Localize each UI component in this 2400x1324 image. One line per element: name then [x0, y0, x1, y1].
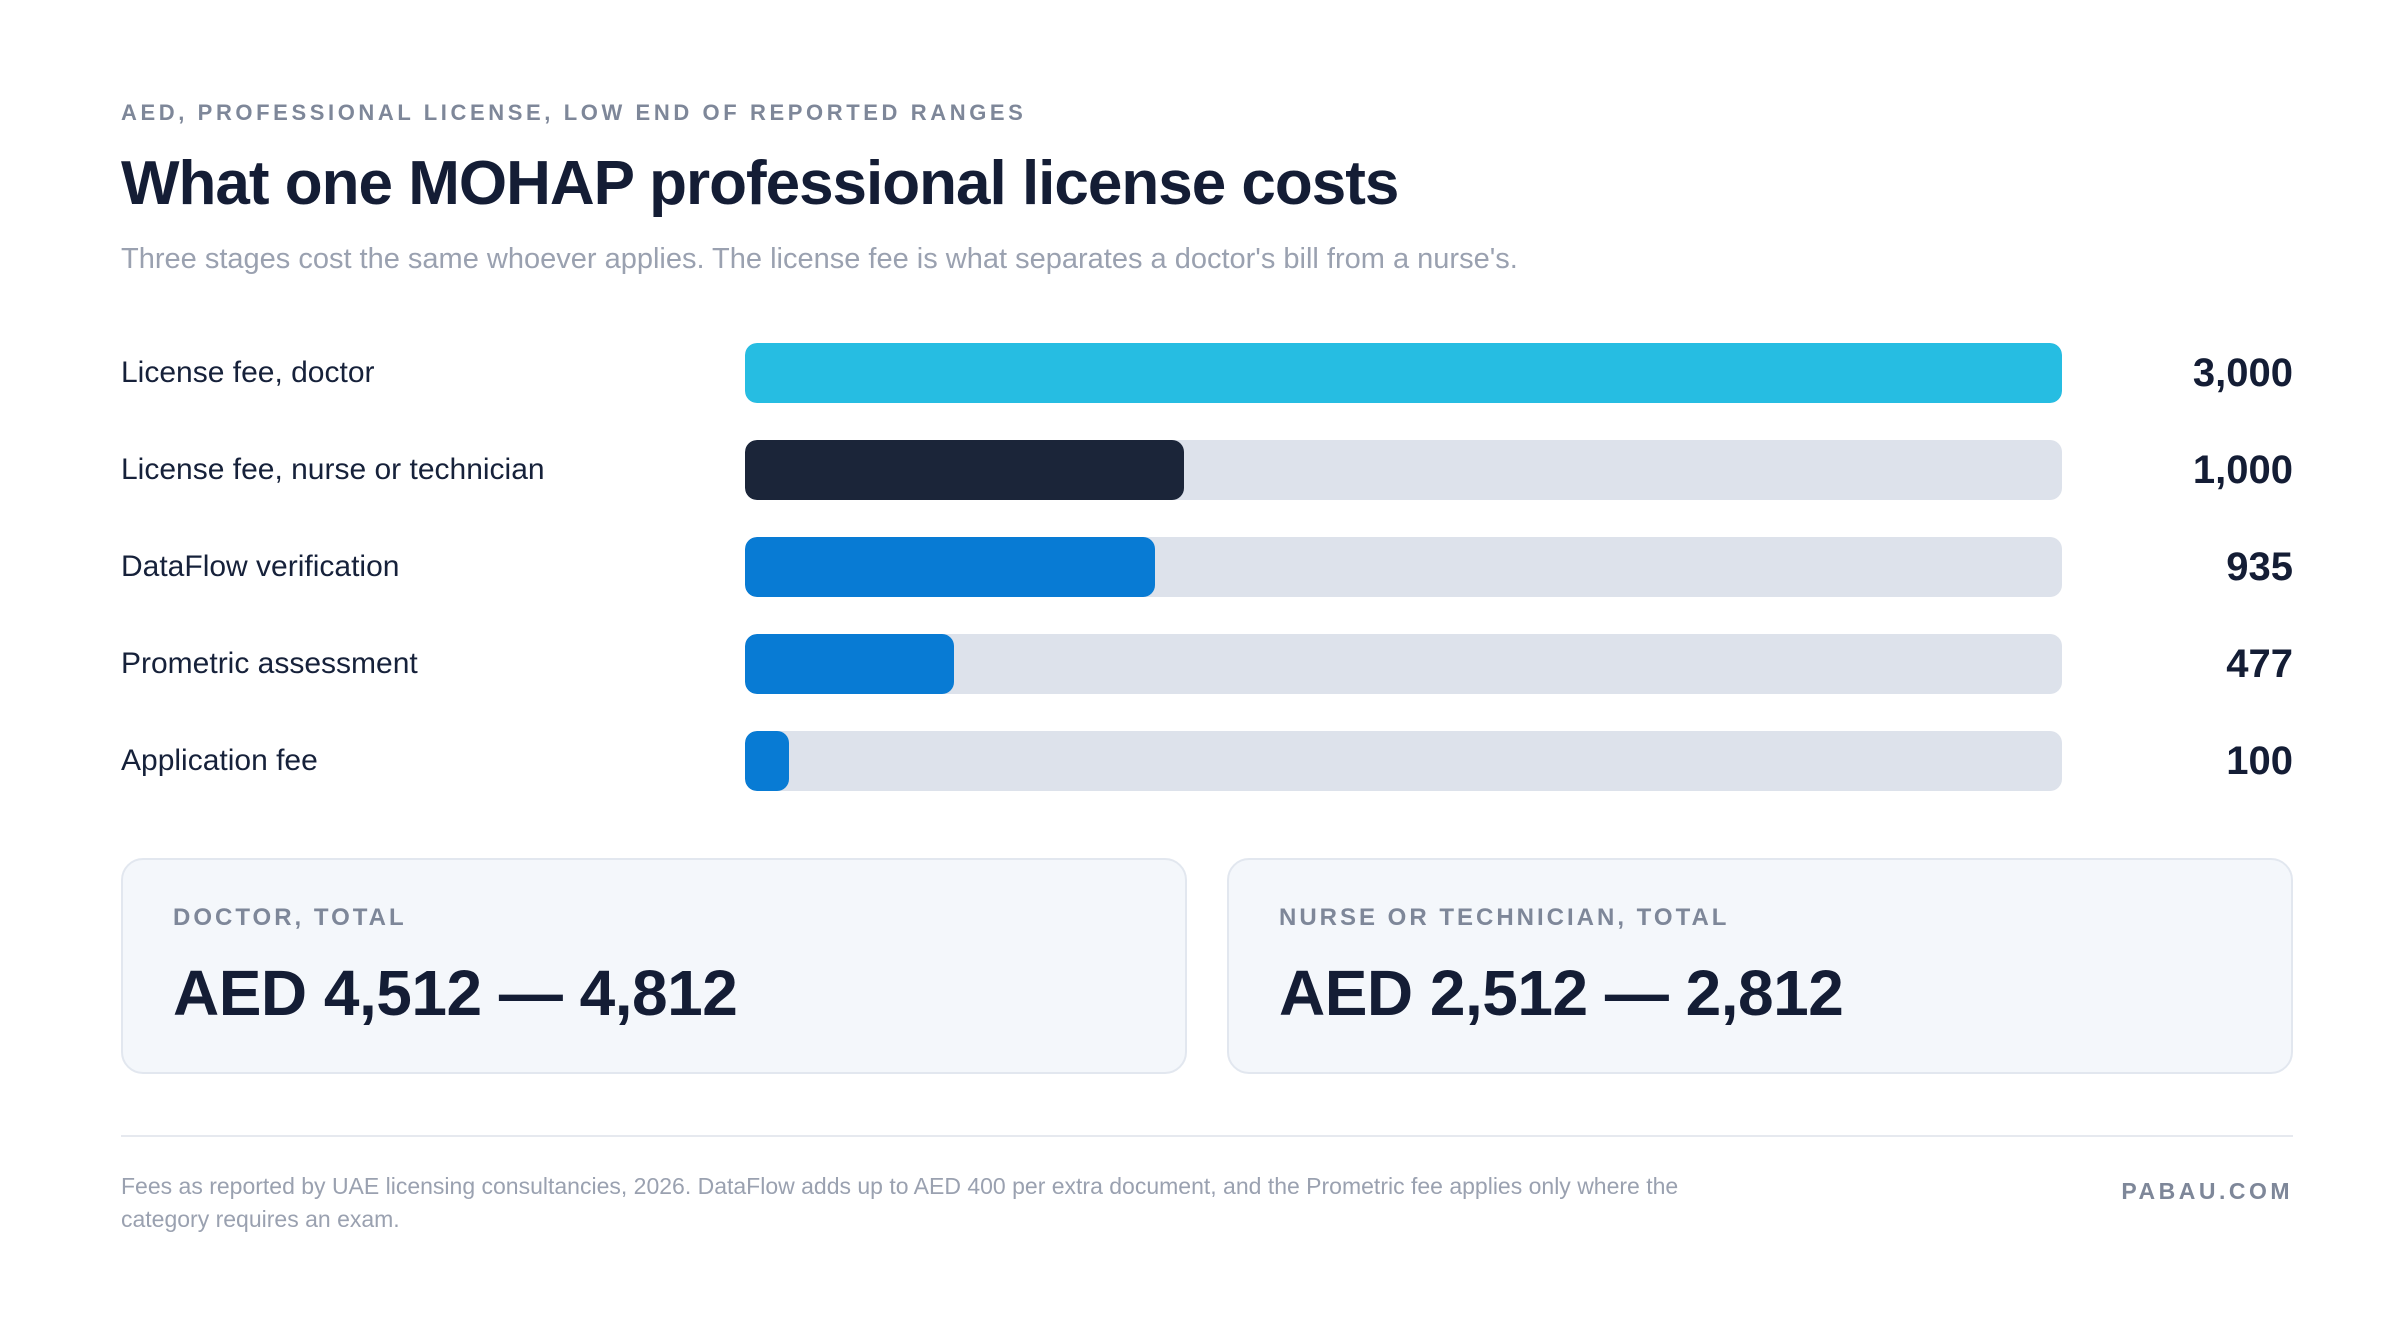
- brand-link[interactable]: PABAU.COM: [2121, 1178, 2293, 1204]
- bar-row: Application fee 100: [121, 731, 2293, 791]
- bar-row: Prometric assessment 477: [121, 634, 2293, 694]
- bar-row: DataFlow verification 935: [121, 537, 2293, 597]
- footer-divider: [121, 1135, 2293, 1137]
- chart-subtitle: Three stages cost the same whoever appli…: [121, 243, 1518, 275]
- bar-track: [745, 634, 2062, 694]
- nurse-total-label: NURSE OR TECHNICIAN, TOTAL: [1279, 904, 1730, 931]
- bar-track: [745, 537, 2062, 597]
- chart-eyebrow: AED, PROFESSIONAL LICENSE, LOW END OF RE…: [121, 100, 1027, 125]
- horizontal-bar-chart: License fee, doctor 3,000 License fee, nur…: [121, 343, 2293, 791]
- doctor-total-value: AED 4,512 — 4,812: [173, 957, 738, 1029]
- bar-track: [745, 731, 2062, 791]
- bar-category-label: DataFlow verification: [121, 550, 400, 583]
- bar: [745, 634, 955, 694]
- bar: [745, 440, 1184, 500]
- nurse-total-card: NURSE OR TECHNICIAN, TOTAL AED 2,512 — 2…: [1227, 858, 2293, 1074]
- bar-category-label: License fee, nurse or technician: [121, 453, 545, 486]
- bar-value-label: 3,000: [2192, 351, 2293, 395]
- doctor-total-card: DOCTOR, TOTAL AED 4,512 — 4,812: [121, 858, 1187, 1074]
- bar-value-label: 477: [2226, 642, 2293, 686]
- bar-category-label: License fee, doctor: [121, 356, 375, 389]
- bar-category-label: Application fee: [121, 744, 318, 777]
- bar: [745, 343, 2062, 403]
- doctor-total-label: DOCTOR, TOTAL: [173, 904, 407, 931]
- bar-track: [745, 440, 2062, 500]
- bar-track: [745, 343, 2062, 403]
- chart-title: What one MOHAP professional license cost…: [121, 149, 1399, 218]
- bar: [745, 537, 1156, 597]
- bar-row: License fee, nurse or technician 1,000: [121, 440, 2293, 500]
- source-footnote: Fees as reported by UAE licensing consul…: [121, 1173, 1679, 1232]
- bar-value-label: 935: [2226, 545, 2293, 589]
- bar-row: License fee, doctor 3,000: [121, 343, 2293, 403]
- bar-category-label: Prometric assessment: [121, 647, 418, 680]
- bar-value-label: 1,000: [2192, 448, 2293, 492]
- bar-value-label: 100: [2226, 739, 2293, 783]
- nurse-total-value: AED 2,512 — 2,812: [1279, 957, 1844, 1029]
- bar: [745, 731, 789, 791]
